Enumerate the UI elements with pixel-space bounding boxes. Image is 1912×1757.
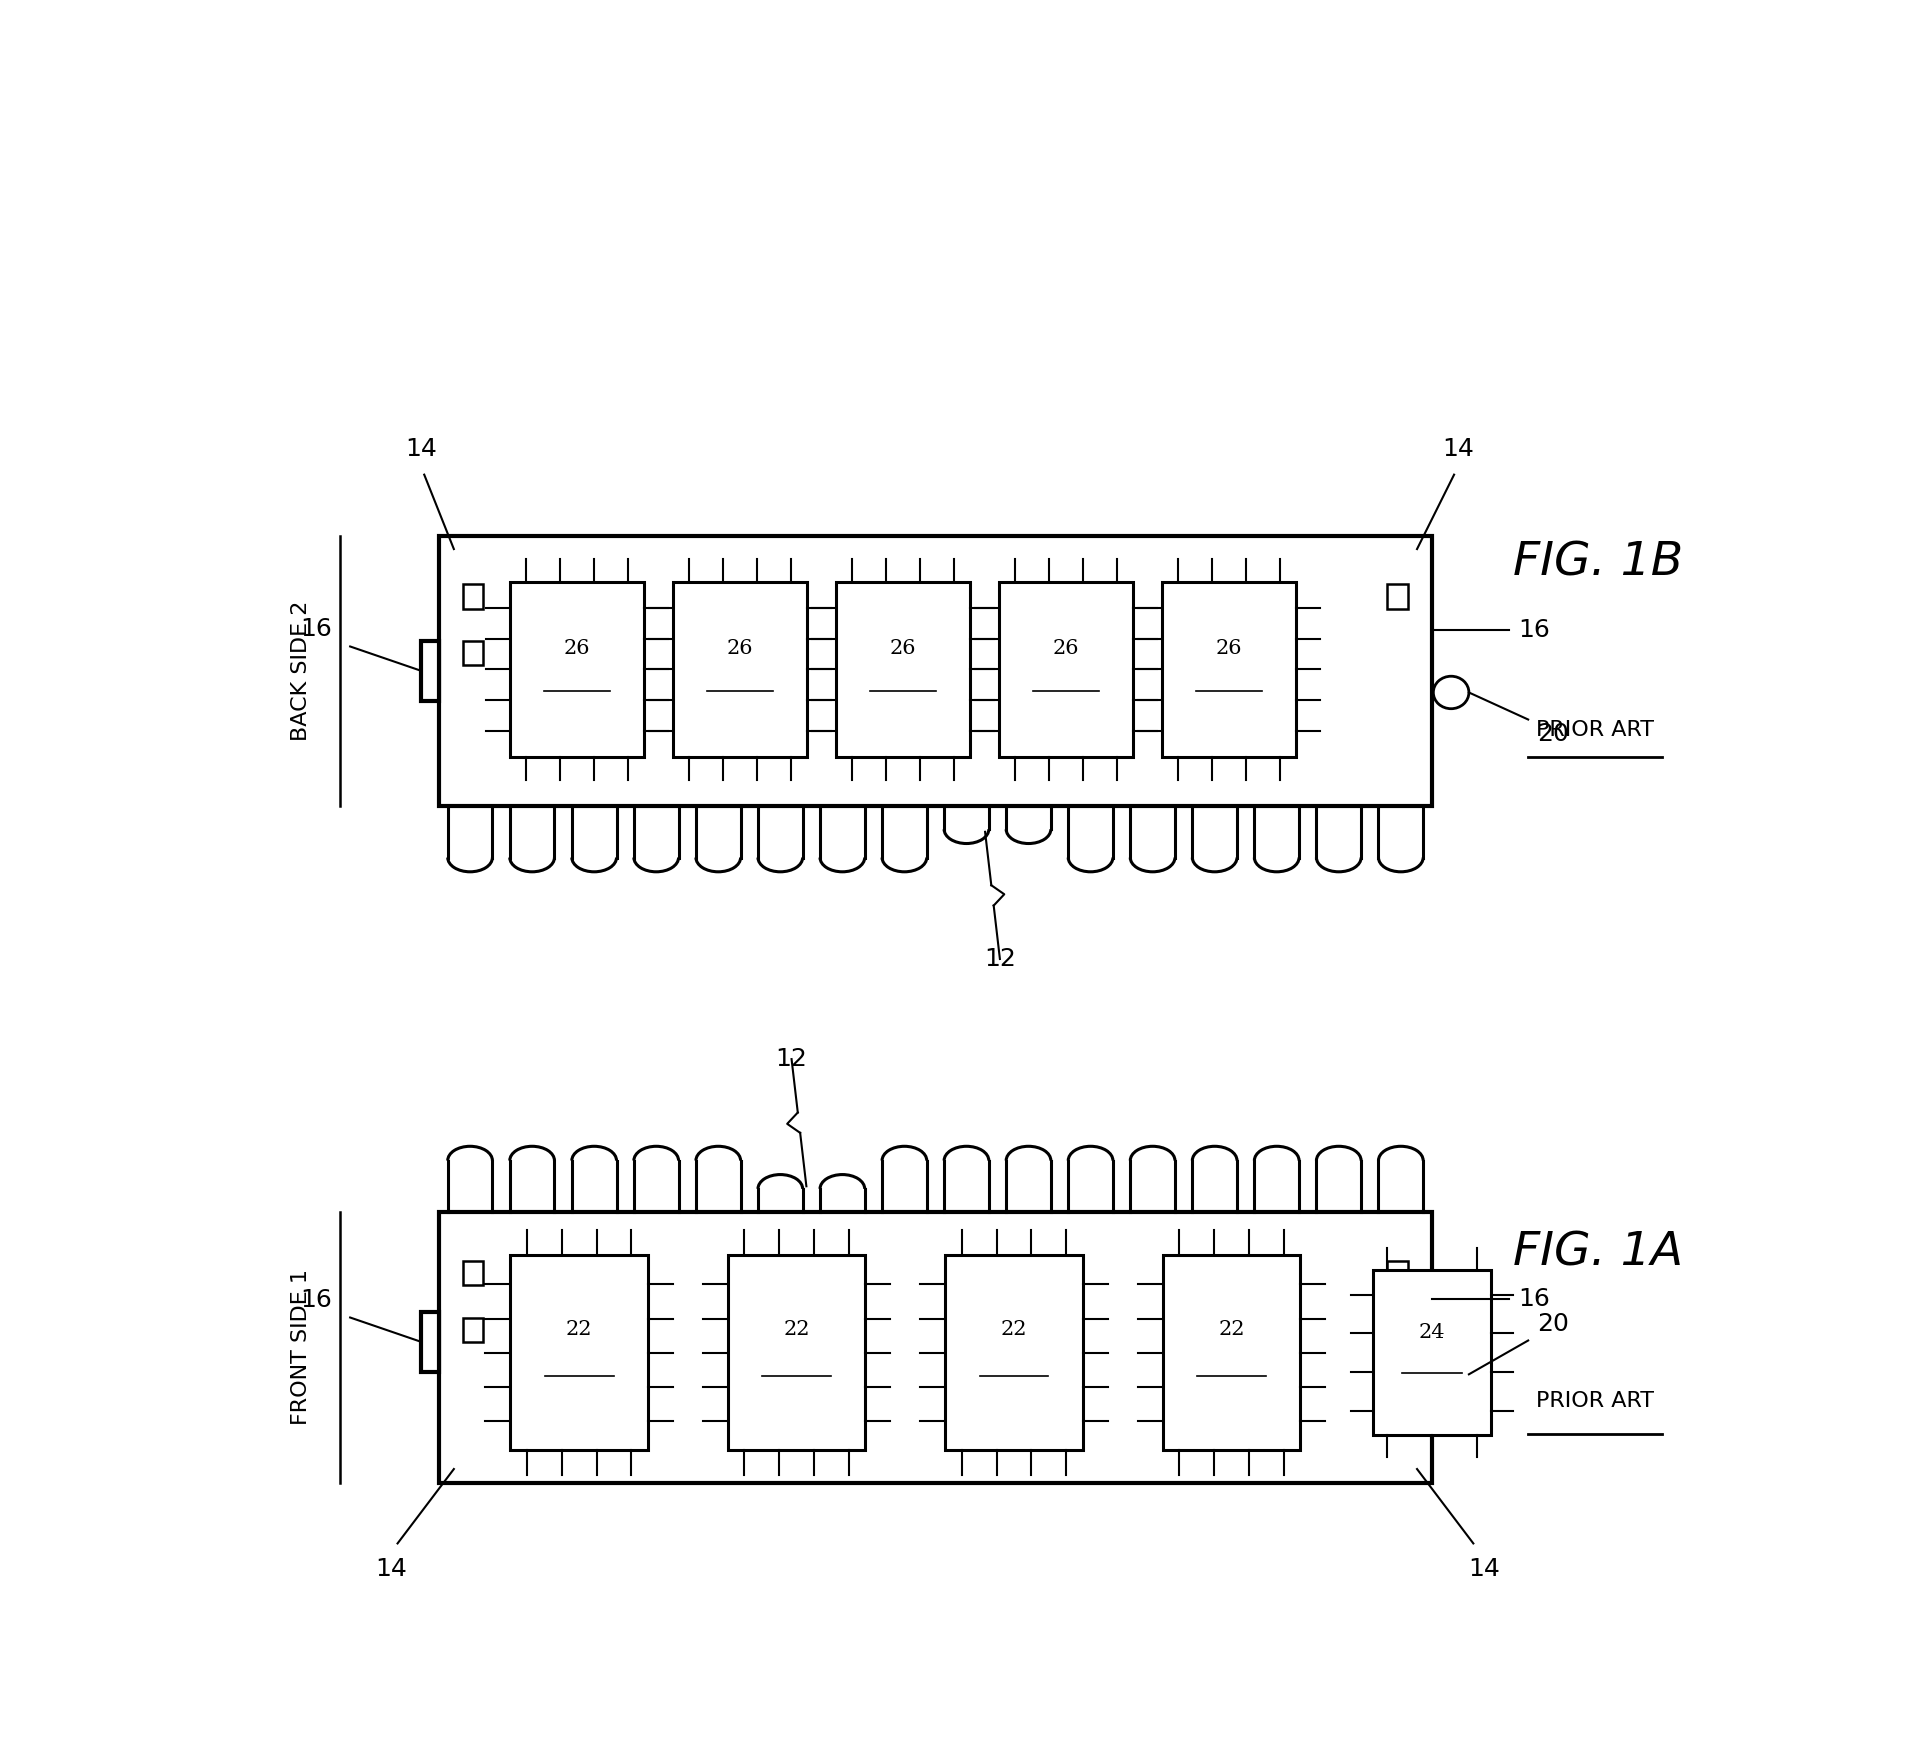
Text: 16: 16 [300, 1288, 333, 1312]
Bar [511, 1254, 648, 1450]
Text: 12: 12 [985, 947, 1015, 972]
Bar [463, 641, 484, 666]
Text: 22: 22 [566, 1320, 593, 1339]
Bar [463, 1318, 484, 1342]
Bar [945, 1254, 1082, 1450]
Text: FIG. 1B: FIG. 1B [1512, 539, 1683, 585]
Bar [1162, 582, 1296, 757]
Text: PRIOR ART: PRIOR ART [1535, 720, 1654, 740]
Text: BACK SIDE 2: BACK SIDE 2 [291, 601, 312, 741]
Text: 22: 22 [784, 1320, 811, 1339]
Text: 26: 26 [1216, 640, 1243, 657]
Bar [421, 641, 440, 701]
Text: FIG. 1A: FIG. 1A [1512, 1230, 1683, 1276]
Text: 14: 14 [405, 437, 438, 460]
Text: 20: 20 [1537, 722, 1570, 747]
Bar [511, 582, 644, 757]
Bar [1000, 582, 1132, 757]
Text: 26: 26 [889, 640, 916, 657]
Text: 24: 24 [1419, 1323, 1445, 1342]
Text: 26: 26 [1054, 640, 1078, 657]
Bar [1388, 1262, 1407, 1284]
Text: 22: 22 [1000, 1320, 1027, 1339]
Text: 20: 20 [1537, 1312, 1570, 1337]
Text: 14: 14 [1468, 1557, 1499, 1581]
Bar [1388, 585, 1407, 608]
Bar [1162, 1254, 1300, 1450]
Bar [836, 582, 969, 757]
Text: 14: 14 [1442, 437, 1474, 460]
Bar [728, 1254, 866, 1450]
Text: 16: 16 [1518, 618, 1549, 643]
Bar [440, 1212, 1432, 1483]
Bar [421, 1312, 440, 1372]
Bar [463, 585, 484, 608]
Text: 26: 26 [564, 640, 591, 657]
Text: 12: 12 [776, 1047, 807, 1072]
Text: 14: 14 [375, 1557, 407, 1581]
Text: 16: 16 [300, 617, 333, 641]
Bar [1373, 1270, 1491, 1435]
Bar [463, 1262, 484, 1284]
Text: 16: 16 [1518, 1286, 1549, 1311]
Bar [440, 536, 1432, 806]
Bar [673, 582, 807, 757]
Text: FRONT SIDE 1: FRONT SIDE 1 [291, 1269, 312, 1425]
Text: 26: 26 [727, 640, 753, 657]
Text: PRIOR ART: PRIOR ART [1535, 1392, 1654, 1411]
Text: 22: 22 [1218, 1320, 1245, 1339]
